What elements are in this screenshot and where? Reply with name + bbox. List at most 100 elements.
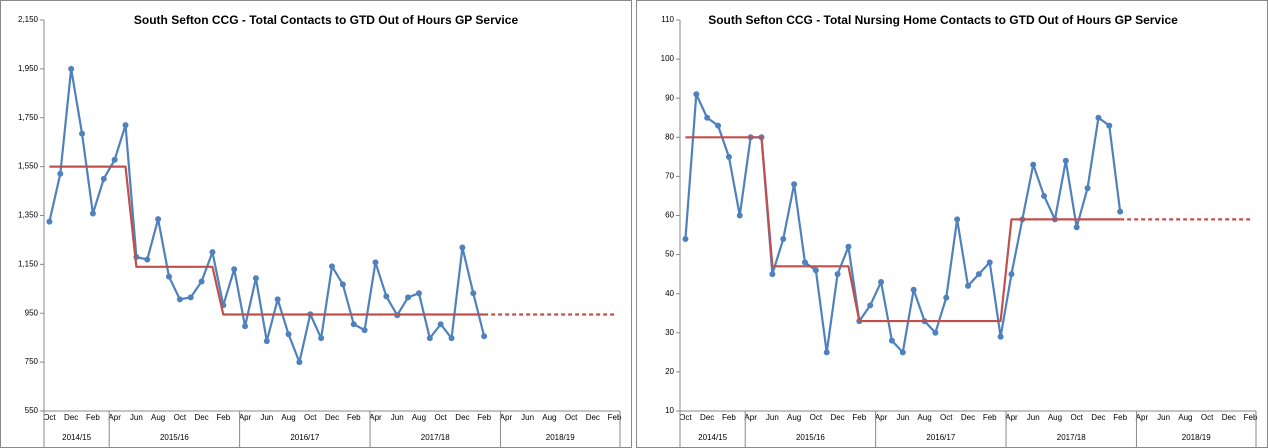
x-tick-label: Jun bbox=[260, 413, 273, 422]
data-point bbox=[339, 281, 346, 288]
data-point bbox=[459, 244, 466, 251]
group-label: 2017/18 bbox=[1057, 433, 1086, 442]
data-point bbox=[693, 91, 700, 98]
data-point bbox=[68, 65, 75, 72]
x-tick-label: Oct bbox=[1070, 413, 1083, 422]
data-point bbox=[350, 321, 357, 328]
x-tick-label: Apr bbox=[239, 413, 252, 422]
y-tick-label: 1,950 bbox=[18, 64, 39, 73]
x-tick-label: Jun bbox=[130, 413, 143, 422]
data-point bbox=[361, 327, 368, 334]
x-tick-label: Oct bbox=[679, 413, 692, 422]
x-tick-label: Jun bbox=[766, 413, 779, 422]
x-tick-label: Dec bbox=[455, 413, 469, 422]
data-point bbox=[1106, 122, 1113, 129]
y-tick-label: 1,350 bbox=[18, 211, 39, 220]
data-point bbox=[437, 321, 444, 328]
x-tick-label: Apr bbox=[1136, 413, 1149, 422]
data-point bbox=[823, 349, 830, 356]
data-point bbox=[405, 294, 412, 301]
x-tick-label: Apr bbox=[369, 413, 382, 422]
x-tick-label: Feb bbox=[1244, 413, 1258, 422]
chart-title: South Sefton CCG - Total Contacts to GTD… bbox=[133, 13, 519, 27]
data-point bbox=[801, 259, 808, 266]
x-tick-label: Apr bbox=[875, 413, 888, 422]
y-tick-label: 30 bbox=[665, 328, 674, 337]
y-tick-label: 1,150 bbox=[18, 259, 39, 268]
y-tick-label: 950 bbox=[25, 308, 39, 317]
group-label: 2016/17 bbox=[290, 433, 319, 442]
group-label: 2014/15 bbox=[62, 433, 91, 442]
x-tick-label: Aug bbox=[542, 413, 556, 422]
y-tick-label: 10 bbox=[665, 406, 674, 415]
group-label: 2017/18 bbox=[421, 433, 450, 442]
data-point bbox=[834, 271, 841, 278]
x-tick-label: Dec bbox=[700, 413, 714, 422]
group-label: 2015/16 bbox=[796, 433, 825, 442]
data-point bbox=[89, 210, 96, 217]
x-tick-label: Jun bbox=[1027, 413, 1040, 422]
x-tick-label: Dec bbox=[325, 413, 339, 422]
x-tick-label: Oct bbox=[304, 413, 317, 422]
data-point bbox=[1095, 114, 1102, 121]
data-point bbox=[867, 302, 874, 309]
mean-line bbox=[49, 165, 485, 316]
x-tick-label: Feb bbox=[477, 413, 491, 422]
data-point bbox=[878, 278, 885, 285]
data-point bbox=[155, 216, 162, 223]
x-tick-label: Dec bbox=[1222, 413, 1236, 422]
data-point bbox=[231, 266, 238, 273]
data-point bbox=[845, 243, 852, 250]
y-tick-label: 550 bbox=[25, 406, 39, 415]
x-tick-label: Aug bbox=[917, 413, 931, 422]
data-point bbox=[165, 273, 172, 280]
data-point bbox=[899, 349, 906, 356]
data-point bbox=[812, 267, 819, 274]
data-point bbox=[263, 338, 270, 345]
x-tick-label: Oct bbox=[434, 413, 447, 422]
y-tick-label: 2,150 bbox=[18, 15, 39, 24]
data-point bbox=[318, 335, 325, 342]
data-point bbox=[79, 130, 86, 137]
x-tick-label: Aug bbox=[1178, 413, 1192, 422]
data-point bbox=[470, 290, 477, 297]
data-point bbox=[383, 293, 390, 300]
data-point bbox=[122, 122, 129, 129]
x-tick-label: Oct bbox=[940, 413, 953, 422]
data-point bbox=[372, 259, 379, 266]
data-point bbox=[1084, 185, 1091, 192]
group-label: 2016/17 bbox=[926, 433, 955, 442]
data-point bbox=[144, 256, 151, 263]
y-tick-label: 1,550 bbox=[18, 162, 39, 171]
x-tick-label: Feb bbox=[86, 413, 100, 422]
x-tick-label: Oct bbox=[1201, 413, 1214, 422]
x-tick-label: Feb bbox=[852, 413, 866, 422]
data-point bbox=[1030, 161, 1037, 168]
y-tick-label: 750 bbox=[25, 357, 39, 366]
data-point bbox=[448, 335, 455, 342]
x-tick-label: Feb bbox=[722, 413, 736, 422]
x-tick-label: Aug bbox=[281, 413, 295, 422]
data-point bbox=[715, 122, 722, 129]
data-point bbox=[769, 271, 776, 278]
data-point bbox=[242, 323, 249, 330]
y-tick-label: 110 bbox=[661, 15, 674, 24]
x-tick-label: Dec bbox=[961, 413, 975, 422]
y-tick-label: 90 bbox=[665, 93, 674, 102]
x-tick-label: Oct bbox=[565, 413, 578, 422]
x-tick-label: Jun bbox=[521, 413, 534, 422]
y-tick-label: 50 bbox=[665, 250, 674, 259]
data-point bbox=[252, 275, 259, 282]
y-tick-label: 40 bbox=[665, 289, 674, 298]
data-point bbox=[997, 333, 1004, 340]
x-tick-label: Feb bbox=[216, 413, 230, 422]
data-point bbox=[943, 294, 950, 301]
x-tick-label: Dec bbox=[194, 413, 208, 422]
x-tick-label: Aug bbox=[151, 413, 165, 422]
data-point bbox=[187, 294, 194, 301]
data-point bbox=[1041, 192, 1048, 199]
x-tick-label: Aug bbox=[1048, 413, 1062, 422]
x-tick-label: Oct bbox=[174, 413, 187, 422]
data-point bbox=[46, 218, 53, 225]
